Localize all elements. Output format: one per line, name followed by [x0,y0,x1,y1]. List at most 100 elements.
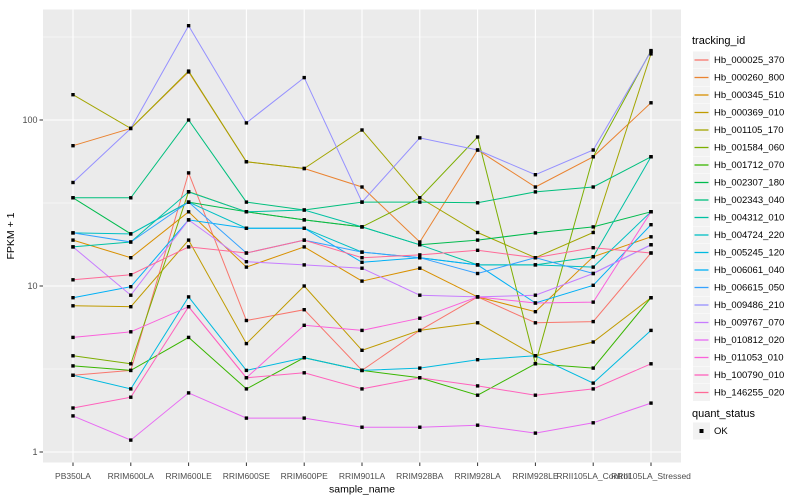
point-marker [129,330,133,334]
point-marker [475,384,480,388]
legend-item-label: Hb_011053_010 [714,353,784,364]
point-marker [244,376,249,380]
point-marker [649,296,653,300]
point-marker [591,381,595,385]
point-marker [475,201,480,205]
legend-item-label: Hb_000260_800 [714,73,784,84]
point-marker [591,246,595,250]
point-marker [244,341,249,346]
point-marker [418,136,422,140]
legend-item-Hb_001105_170: Hb_001105_170 [693,121,784,139]
point-marker [186,305,191,309]
point-marker [71,296,75,300]
x-tick-label: RRIM600LE [165,471,212,481]
point-marker [244,160,249,164]
point-marker [649,223,653,227]
legend-item-label: Hb_009767_070 [714,318,784,329]
point-marker [129,362,133,366]
point-marker [591,340,595,344]
point-marker [186,295,191,299]
point-marker [302,208,306,212]
point-marker [186,210,191,214]
point-marker [302,238,306,242]
legend-item-label: Hb_006061_040 [714,265,784,276]
y-tick-label: 1 [32,447,37,457]
point-marker [129,395,133,399]
point-marker [244,121,249,125]
point-marker [475,135,480,139]
point-marker [71,196,75,200]
point-marker [71,373,75,377]
legend-item-label: Hb_006615_050 [714,283,784,294]
point-marker [129,285,133,289]
point-marker [475,248,480,252]
point-marker [186,218,191,222]
point-marker [71,238,75,242]
legend-item-Hb_000260_800: Hb_000260_800 [693,69,784,86]
legend-item-Hb_006615_050: Hb_006615_050 [693,279,784,296]
point-marker [533,256,538,260]
point-marker [360,225,364,229]
point-marker [649,328,653,333]
point-marker [591,255,595,259]
point-marker [129,256,133,260]
legend-title: tracking_id [692,35,745,47]
x-tick-label: RRIM928LA [454,471,501,481]
series-points-Hb_009486_210 [71,24,653,204]
point-marker [475,423,480,427]
point-marker [418,240,422,244]
legend-item-Hb_006061_040: Hb_006061_040 [693,261,784,279]
point-marker [244,260,249,264]
point-marker [71,406,75,410]
legend-item-label: Hb_004724_220 [714,230,784,241]
legend-item-Hb_004724_220: Hb_004724_220 [693,226,784,244]
point-marker [591,387,595,391]
legend-item-label: Hb_002343_040 [714,195,784,206]
point-marker [418,316,422,320]
legend-item-Hb_005245_120: Hb_005245_120 [693,244,784,261]
point-marker [360,328,364,333]
point-marker [186,171,191,175]
quant-status-item: OK [693,422,728,440]
point-marker [186,69,191,73]
point-marker [591,230,595,235]
legend-item-label: Hb_009486_210 [714,300,784,311]
point-marker [302,226,306,230]
point-marker [129,232,133,236]
point-marker [129,368,133,373]
point-marker [475,238,480,242]
point-marker [360,200,364,204]
point-marker [475,148,480,152]
point-marker [649,49,653,54]
point-marker [302,263,306,267]
point-marker [244,387,249,391]
point-marker [533,310,538,314]
point-marker [418,376,422,380]
legend-item-Hb_000025_370: Hb_000025_370 [693,51,784,69]
point-marker [71,231,75,235]
point-marker [302,284,306,288]
y-axis-ticks: 1 10 100 [22,115,43,457]
legend-item-Hb_001712_070: Hb_001712_070 [693,156,784,174]
point-marker [418,328,422,333]
point-marker [302,356,306,360]
x-tick-label: RRIM928LE [512,471,559,481]
point-marker [533,431,538,435]
point-marker [649,155,653,159]
quant-status-legend-items: OK [693,422,728,440]
point-marker [360,260,364,264]
series-points-Hb_010812_020 [71,391,653,442]
point-marker [71,364,75,368]
point-marker [360,279,364,283]
point-marker [533,173,538,177]
point-marker [360,266,364,270]
point-marker [244,368,249,373]
point-marker [360,348,364,352]
point-marker [302,416,306,420]
legend-item-label: Hb_100790_010 [714,370,784,381]
point-marker [129,438,133,442]
point-marker [475,393,480,397]
point-marker [649,251,653,255]
point-marker [186,24,191,28]
legend-item-label: Hb_000025_370 [714,55,784,66]
